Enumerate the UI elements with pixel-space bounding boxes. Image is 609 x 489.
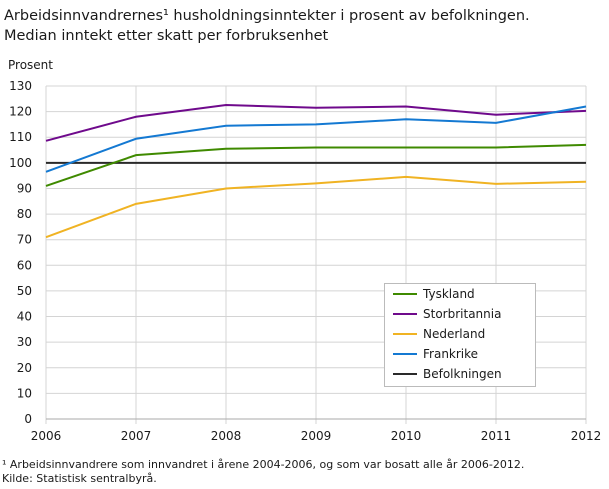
- y-tick-label: 110: [9, 130, 32, 144]
- legend-label: Frankrike: [423, 347, 479, 361]
- legend-label: Befolkningen: [423, 367, 502, 381]
- x-tick-label: 2009: [301, 429, 332, 443]
- legend-label: Nederland: [423, 327, 486, 341]
- x-tick-label: 2006: [31, 429, 62, 443]
- legend-swatch: [393, 293, 417, 295]
- chart-title: Arbeidsinnvandrernes¹ husholdningsinntek…: [4, 6, 604, 46]
- legend-item: Storbritannia: [385, 304, 535, 324]
- y-tick-label: 20: [17, 361, 32, 375]
- legend: Tyskland Storbritannia Nederland Frankrike B…: [384, 283, 536, 387]
- y-tick-label: 120: [9, 105, 32, 119]
- y-tick-label: 130: [9, 79, 32, 93]
- y-tick-label: 90: [17, 181, 32, 195]
- y-tick-label: 30: [17, 335, 32, 349]
- legend-swatch: [393, 313, 417, 315]
- x-tick-label: 2012: [571, 429, 602, 443]
- y-tick-label: 0: [24, 412, 32, 426]
- y-tick-label: 60: [17, 258, 32, 272]
- y-tick-label: 10: [17, 386, 32, 400]
- legend-label: Tyskland: [423, 287, 475, 301]
- legend-swatch: [393, 353, 417, 355]
- y-tick-label: 50: [17, 284, 32, 298]
- y-tick-label: 40: [17, 310, 32, 324]
- legend-item: Nederland: [385, 324, 535, 344]
- legend-item: Frankrike: [385, 344, 535, 364]
- legend-label: Storbritannia: [423, 307, 502, 321]
- footnotes: ¹ Arbeidsinnvandrere som innvandret i år…: [2, 458, 524, 486]
- x-tick-label: 2010: [391, 429, 422, 443]
- legend-item: Tyskland: [385, 284, 535, 304]
- y-axis-label: Prosent: [8, 58, 53, 72]
- y-tick-label: 80: [17, 207, 32, 221]
- source: Kilde: Statistisk sentralbyrå.: [2, 472, 157, 485]
- legend-swatch: [393, 333, 417, 335]
- legend-item: Befolkningen: [385, 364, 535, 384]
- x-tick-label: 2011: [481, 429, 512, 443]
- y-tick-label: 70: [17, 233, 32, 247]
- x-tick-label: 2008: [211, 429, 242, 443]
- x-tick-label: 2007: [121, 429, 152, 443]
- title-line: Arbeidsinnvandrernes¹ husholdningsinntek…: [4, 8, 530, 24]
- y-tick-label: 100: [9, 156, 32, 170]
- footnote: ¹ Arbeidsinnvandrere som innvandret i år…: [2, 458, 525, 471]
- legend-swatch: [393, 373, 417, 375]
- subtitle-line: Median inntekt etter skatt per forbrukse…: [4, 28, 329, 44]
